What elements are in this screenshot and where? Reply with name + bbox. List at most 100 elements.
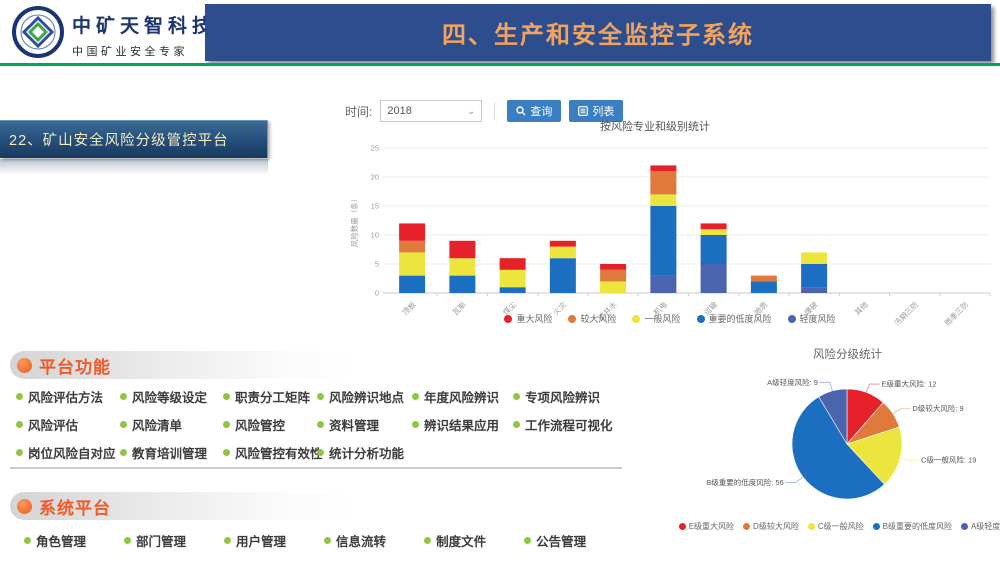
feature-item-label: 风险管控有效性	[235, 447, 323, 461]
legend-label: 重大风险	[516, 314, 553, 324]
risk-grading-chart: 风险分级统计 E级重大风险: 12 D级较大风险: 9 C级一般风险: 19 B级重要…	[678, 346, 1000, 551]
legend-dot-icon	[504, 315, 513, 323]
legend-item[interactable]: 轻度风险	[787, 312, 836, 325]
year-select[interactable]: 2018 ⌄	[380, 100, 483, 122]
bar-chart-title: 按风险专业和级别统计	[600, 119, 710, 133]
bullet-icon	[16, 421, 23, 428]
feature-column: 风险辨识地点 资料管理 统计分析功能	[317, 387, 412, 462]
bar-segment[interactable]	[499, 269, 526, 288]
bar-segment[interactable]	[600, 281, 627, 293]
query-button[interactable]: 查询	[507, 100, 562, 122]
bar-segment[interactable]	[700, 223, 727, 230]
legend-item[interactable]: B级重要的低度风险	[872, 521, 952, 532]
bar-segment[interactable]	[449, 258, 476, 276]
legend-item[interactable]: 一般风险	[632, 312, 681, 325]
system-item: 公告管理	[524, 531, 586, 550]
bar-segment[interactable]	[801, 264, 828, 288]
feature-column: 风险评估方法 风险评估 岗位风险自对应	[16, 387, 120, 462]
legend-item[interactable]: 较大风险	[568, 312, 616, 325]
bullet-icon	[24, 537, 31, 544]
query-button-label: 查询	[530, 106, 553, 118]
bullet-icon	[524, 537, 532, 544]
company-name: 中矿天智科技	[72, 16, 217, 37]
feature-item-label: 风险评估	[28, 419, 79, 433]
bar-segment[interactable]	[600, 264, 627, 270]
feature-item-label: 风险管控	[235, 419, 286, 433]
bullet-icon	[317, 449, 324, 456]
bar-segment[interactable]	[700, 229, 727, 235]
y-tick-label: 0	[375, 289, 379, 298]
bar-segment[interactable]	[700, 264, 727, 293]
pie-label-line	[785, 476, 805, 483]
system-item: 用户管理	[224, 531, 286, 550]
bar-segment[interactable]	[650, 171, 677, 195]
feature-item-label: 工作流程可视化	[525, 419, 613, 433]
pie-chart-title: 风险分级统计	[813, 349, 882, 361]
legend-item[interactable]: 重大风险	[504, 312, 552, 325]
bar-segment[interactable]	[650, 206, 677, 276]
bar-segment[interactable]	[549, 246, 576, 259]
bar-segment[interactable]	[449, 275, 476, 293]
legend-item[interactable]: C级一般风险	[807, 521, 864, 532]
feature-item: 风险清单	[120, 415, 223, 434]
pie-label-line	[865, 383, 880, 394]
bullet-icon	[317, 393, 324, 400]
bar-segment[interactable]	[750, 281, 777, 293]
legend-item[interactable]: 重要的低度风险	[696, 312, 772, 325]
bar-segment[interactable]	[801, 287, 828, 293]
bar-segment[interactable]	[700, 235, 727, 264]
bar-segment[interactable]	[549, 258, 576, 293]
y-tick-label: 5	[375, 260, 379, 269]
bar-segment[interactable]	[650, 194, 677, 206]
bullet-icon	[317, 421, 324, 428]
bar-chart-legend: 重大风险 较大风险 一般风险 重要的低度风险 轻度风险	[345, 312, 995, 325]
slide-title: 四、生产和安全监控子系统	[442, 22, 754, 49]
feature-item-label: 辨识结果应用	[424, 419, 500, 433]
system-section-header: 系统平台	[10, 492, 356, 520]
bar-segment[interactable]	[399, 240, 426, 253]
bar-segment[interactable]	[499, 287, 526, 293]
bar-segment[interactable]	[650, 165, 677, 172]
platform-label-text: 22、矿山安全风险分级管控平台	[9, 133, 229, 149]
feature-item: 风险管控有效性	[223, 443, 323, 462]
system-item-label: 制度文件	[436, 535, 487, 549]
bar-segment[interactable]	[750, 275, 777, 282]
bar-segment[interactable]	[449, 240, 476, 259]
bar-segment[interactable]	[399, 275, 426, 293]
bar-segment[interactable]	[650, 275, 677, 293]
chevron-down-icon: ⌄	[466, 105, 476, 117]
feature-item: 教育培训管理	[120, 443, 223, 462]
bullet-icon	[424, 537, 432, 544]
orange-dot-icon	[17, 498, 32, 514]
bar-segment[interactable]	[549, 240, 576, 247]
risk-by-specialty-chart: 按风险专业和级别统计 0 5 10 15 20 25 风险数量（条） 顶板 瓦斯 煤尘 火灾 矿井水 机电…	[345, 116, 995, 331]
bar-segment[interactable]	[499, 258, 526, 270]
company-tagline: 中国矿业安全专家	[72, 46, 188, 58]
feature-item: 风险辨识地点	[317, 387, 412, 406]
legend-label: C级一般风险	[817, 522, 864, 531]
pie-chart-legend: E级重大风险 D级较大风险 C级一般风险 B级重要的低度风险 A级轻度风险	[678, 521, 1000, 532]
feature-column: 风险等级设定 风险清单 教育培训管理	[120, 387, 223, 462]
legend-item[interactable]: A级轻度风险	[960, 521, 1000, 532]
system-item-label: 角色管理	[36, 535, 87, 549]
orange-dot-icon	[17, 357, 32, 373]
legend-label: D级较大风险	[753, 522, 799, 531]
bar-segment[interactable]	[399, 223, 426, 241]
bar-segment[interactable]	[600, 269, 627, 282]
system-item-label: 公告管理	[536, 535, 587, 549]
bullet-icon	[16, 393, 23, 400]
feature-column: 专项风险辨识 工作流程可视化	[513, 387, 623, 462]
list-button-label: 列表	[592, 106, 615, 118]
bullet-icon	[513, 393, 520, 400]
bullet-icon	[124, 537, 132, 544]
list-icon	[578, 106, 589, 116]
list-button[interactable]: 列表	[569, 100, 624, 122]
bar-segment[interactable]	[801, 252, 828, 264]
legend-dot-icon	[632, 315, 641, 323]
legend-item[interactable]: E级重大风险	[678, 521, 734, 532]
bar-segment[interactable]	[399, 252, 426, 276]
feature-item-label: 统计分析功能	[329, 447, 405, 461]
legend-item[interactable]: D级较大风险	[743, 521, 799, 532]
